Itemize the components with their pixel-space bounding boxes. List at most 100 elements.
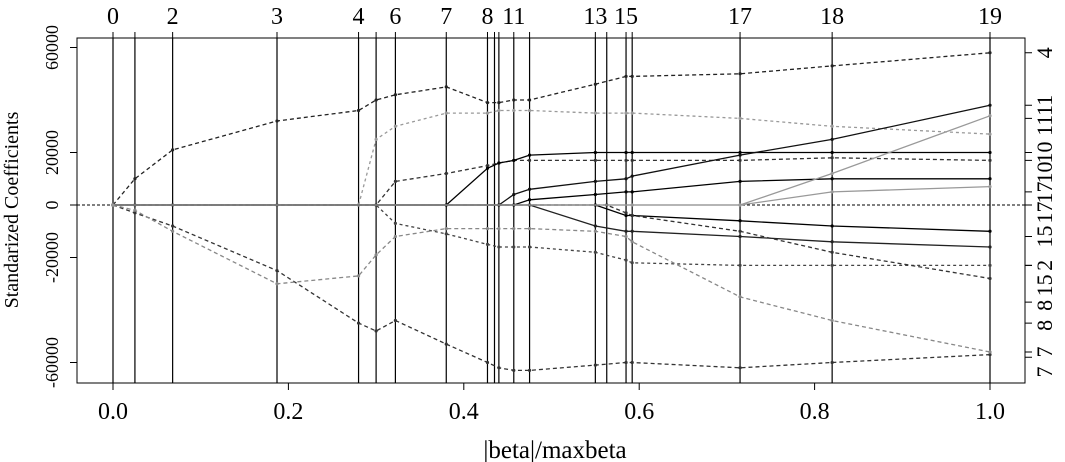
top-step-label: 2: [167, 4, 179, 30]
left-y-axis: -60000 -20000 0 20000 60000: [42, 25, 78, 388]
coefficient-point: [738, 203, 742, 207]
top-step-label: 0: [107, 4, 119, 30]
coefficient-point: [830, 263, 834, 267]
coefficient-path: [113, 157, 991, 206]
coefficient-point: [830, 177, 834, 181]
coefficient-point: [133, 208, 137, 212]
x-axis-title: |beta|/maxbeta: [483, 437, 626, 462]
top-step-label: 7: [440, 4, 452, 30]
coefficient-point: [988, 276, 992, 281]
right-variable-label: 7: [1032, 347, 1057, 358]
coefficient-point: [485, 101, 490, 105]
top-step-label: 17: [728, 4, 752, 30]
coefficient-point: [738, 219, 742, 223]
coefficient-point: [527, 158, 532, 162]
coefficient-point: [830, 137, 834, 141]
coefficient-point: [738, 116, 742, 120]
coefficient-point: [527, 153, 532, 157]
coefficient-point: [444, 111, 448, 115]
coefficient-point: [830, 156, 834, 160]
coefficient-point: [527, 198, 532, 202]
coefficient-point: [738, 72, 742, 76]
coefficient-point: [624, 158, 628, 162]
coefficient-point: [630, 174, 634, 178]
coefficient-point: [393, 93, 397, 97]
coefficient-point: [630, 229, 634, 233]
coefficient-point: [738, 153, 742, 157]
coefficient-point: [830, 318, 834, 323]
coefficient-point: [624, 229, 628, 233]
coefficient-point: [624, 190, 628, 194]
coefficient-point: [738, 150, 742, 155]
coefficient-point: [593, 363, 597, 367]
top-step-label: 15: [614, 4, 638, 30]
coefficient-point: [988, 185, 992, 189]
y-tick-label: -60000: [42, 337, 62, 388]
coefficient-point: [593, 150, 597, 155]
top-step-label: 6: [389, 4, 401, 30]
coefficient-path: [112, 204, 991, 372]
coefficient-point: [497, 101, 501, 105]
x-tick-label: 0.8: [800, 399, 830, 425]
coefficient-point: [444, 342, 448, 346]
coefficient-point: [171, 229, 175, 233]
coefficient-point: [630, 261, 634, 265]
coefficient-point: [393, 234, 397, 239]
coefficient-point: [830, 224, 834, 228]
coefficient-point: [374, 253, 378, 257]
coefficient-point: [527, 227, 532, 231]
coefficient-point: [593, 192, 597, 197]
coefficient-point: [485, 164, 490, 168]
y-tick-label: 60000: [42, 25, 62, 70]
coefficient-point: [512, 245, 516, 249]
coefficient-point: [593, 82, 597, 86]
coefficient-point: [527, 98, 532, 102]
coefficient-point: [485, 360, 490, 365]
right-variable-label: 2: [1032, 260, 1057, 271]
coefficient-point: [830, 240, 834, 244]
top-step-label: 11: [502, 4, 525, 30]
coefficient-point: [512, 108, 516, 113]
coefficient-point: [830, 150, 834, 155]
coefficient-point: [624, 258, 628, 262]
coefficient-path: [112, 52, 991, 206]
coefficient-path: [113, 104, 991, 206]
coefficient-point: [988, 51, 992, 55]
coefficient-path: [112, 204, 991, 353]
right-variable-label: 10: [1032, 142, 1057, 164]
coefficient-point: [624, 213, 628, 218]
coefficient-point: [624, 150, 628, 155]
coefficient-point: [988, 353, 992, 357]
coefficient-point: [512, 192, 516, 197]
coefficient-point: [830, 171, 834, 176]
coefficient-point: [593, 111, 597, 115]
top-step-label: 13: [583, 4, 607, 30]
coefficient-point: [393, 179, 397, 183]
coefficient-point: [624, 74, 628, 78]
coefficient-point: [275, 119, 279, 123]
y-tick-label: -20000: [42, 232, 62, 283]
coefficient-point: [485, 111, 490, 115]
coefficient-point: [133, 177, 137, 181]
coefficient-point: [830, 250, 834, 254]
coefficient-path: [113, 204, 991, 232]
coefficient-point: [630, 74, 634, 78]
right-variable-label: 8: [1032, 300, 1057, 311]
coefficient-point: [527, 187, 532, 191]
y-axis-title: Standarized Coefficients: [1, 111, 23, 308]
coefficient-point: [497, 108, 501, 113]
coefficient-point: [630, 158, 634, 162]
coefficient-point: [444, 232, 448, 236]
coefficient-point: [275, 282, 279, 286]
coefficient-point: [485, 227, 490, 231]
coefficient-point: [593, 224, 597, 228]
coefficient-point: [738, 295, 742, 299]
coefficient-paths-group: [111, 51, 992, 372]
coefficient-path: [113, 204, 991, 248]
coefficient-point: [485, 166, 490, 170]
coefficient-point: [830, 190, 834, 194]
coefficient-point: [393, 124, 397, 128]
y-tick-label: 20000: [42, 130, 62, 175]
coefficient-point: [624, 211, 628, 215]
coefficient-point: [738, 158, 742, 162]
